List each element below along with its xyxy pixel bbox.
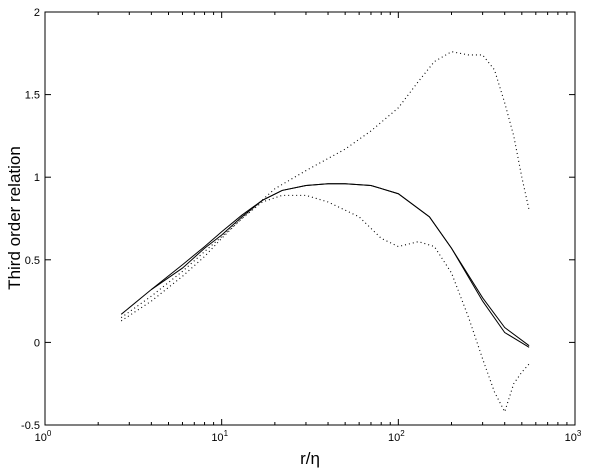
y-axis-title: Third order relation <box>5 146 24 290</box>
series-line-4-dotted <box>120 51 530 319</box>
y-tick-label: 0 <box>34 337 40 349</box>
series-group <box>120 51 530 414</box>
plot-frame <box>44 11 576 426</box>
x-tick-label: 102 <box>388 429 405 444</box>
x-tick-label-base: 10 <box>388 432 400 444</box>
x-tick-label-exponent: 2 <box>400 429 405 438</box>
x-tick-label: 100 <box>35 429 52 444</box>
x-tick-label: 103 <box>565 429 582 444</box>
x-tick-label-exponent: 3 <box>577 429 582 438</box>
x-tick-label-base: 10 <box>35 432 47 444</box>
x-axis-title: r/η <box>300 449 320 468</box>
y-tick-label: 1.5 <box>25 90 40 102</box>
y-tick-label: -0.5 <box>21 420 40 432</box>
x-tick-label-exponent: 1 <box>224 429 229 438</box>
y-tick-label: 1 <box>34 172 40 184</box>
tick-labels: 100 101 102 103-0.500.511.52 <box>21 7 582 444</box>
x-tick-label-exponent: 0 <box>47 429 52 438</box>
x-tick-label: 101 <box>211 429 228 444</box>
y-tick-label: 2 <box>34 7 40 19</box>
series-line-2-solid <box>151 183 530 348</box>
x-tick-label-base: 10 <box>565 432 577 444</box>
y-tick-label: 0.5 <box>25 255 40 267</box>
x-tick-label-base: 10 <box>211 432 223 444</box>
ticks <box>44 11 576 426</box>
